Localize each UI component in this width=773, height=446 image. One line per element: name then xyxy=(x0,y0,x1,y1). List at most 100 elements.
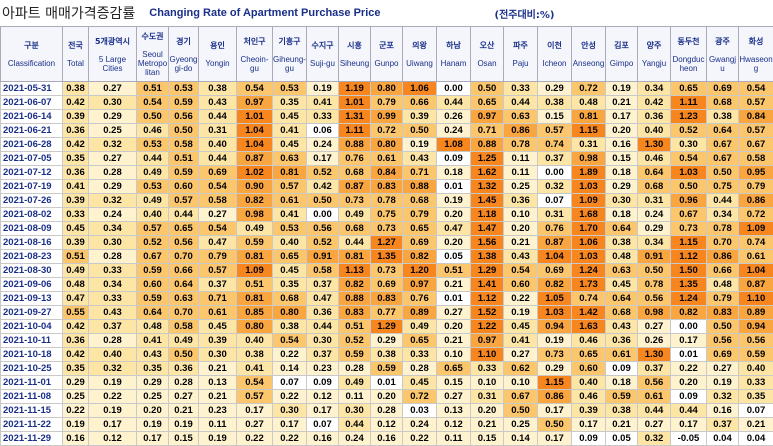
value-cell: 0.84 xyxy=(739,110,773,124)
header-english: Suji-gu xyxy=(307,59,338,68)
value-cell: 0.44 xyxy=(707,194,739,208)
value-cell: 0.45 xyxy=(63,222,89,236)
value-cell: 0.89 xyxy=(403,306,437,320)
value-cell: 1.42 xyxy=(572,306,606,320)
value-cell: 0.28 xyxy=(169,376,199,390)
value-cell: -0.05 xyxy=(671,432,707,446)
value-cell: 0.68 xyxy=(606,306,638,320)
value-cell: 0.54 xyxy=(273,334,307,348)
value-cell: 0.18 xyxy=(606,208,638,222)
value-cell: 0.37 xyxy=(707,418,739,432)
header-korean: 전국 xyxy=(63,40,88,51)
value-cell: 1.01 xyxy=(237,110,273,124)
value-cell: 0.20 xyxy=(504,222,538,236)
value-cell: 1.12 xyxy=(471,292,504,306)
value-cell: 0.73 xyxy=(339,194,371,208)
value-cell: 0.48 xyxy=(572,96,606,110)
value-cell: 0.46 xyxy=(638,152,671,166)
value-cell: 0.21 xyxy=(471,418,504,432)
value-cell: 0.53 xyxy=(273,222,307,236)
value-cell: 0.22 xyxy=(273,348,307,362)
value-cell: 0.46 xyxy=(572,390,606,404)
value-cell: 0.97 xyxy=(403,278,437,292)
value-cell: 0.51 xyxy=(339,320,371,334)
value-cell: 0.21 xyxy=(199,390,237,404)
header-korean: 용인 xyxy=(199,40,236,51)
value-cell: 0.32 xyxy=(89,362,137,376)
value-cell: 0.63 xyxy=(504,110,538,124)
date-cell: 2021-08-16 xyxy=(1,236,63,250)
value-cell: 0.37 xyxy=(638,362,671,376)
value-cell: 0.31 xyxy=(572,138,606,152)
unit-note: (전주대비:%) xyxy=(495,6,555,21)
value-cell: 1.30 xyxy=(638,138,671,152)
value-cell: 0.19 xyxy=(89,376,137,390)
value-cell: 0.43 xyxy=(403,152,437,166)
value-cell: 0.75 xyxy=(371,208,403,222)
value-cell: 0.09 xyxy=(572,432,606,446)
value-cell: 0.66 xyxy=(169,264,199,278)
value-cell: 0.83 xyxy=(339,306,371,320)
value-cell: 0.84 xyxy=(371,166,403,180)
value-cell: 0.54 xyxy=(199,222,237,236)
header-korean: 안성 xyxy=(572,40,605,51)
value-cell: 0.69 xyxy=(403,236,437,250)
header-english: Gimpo xyxy=(606,59,637,68)
value-cell: 0.32 xyxy=(638,432,671,446)
value-cell: 0.82 xyxy=(237,194,273,208)
date-cell: 2021-11-08 xyxy=(1,390,63,404)
value-cell: 1.73 xyxy=(572,278,606,292)
date-cell: 2021-09-13 xyxy=(1,292,63,306)
value-cell: 0.17 xyxy=(572,418,606,432)
value-cell: 1.15 xyxy=(572,124,606,138)
value-cell: 1.01 xyxy=(339,96,371,110)
value-cell: 0.40 xyxy=(199,138,237,152)
value-cell: 0.25 xyxy=(63,390,89,404)
value-cell: 0.57 xyxy=(739,96,773,110)
value-cell: 1.04 xyxy=(739,264,773,278)
value-cell: 1.56 xyxy=(471,236,504,250)
value-cell: 0.70 xyxy=(169,306,199,320)
value-cell: 1.30 xyxy=(638,348,671,362)
value-cell: 0.64 xyxy=(137,306,169,320)
value-cell: 0.38 xyxy=(606,236,638,250)
value-cell: 0.80 xyxy=(371,82,403,96)
value-cell: 0.50 xyxy=(169,348,199,362)
value-cell: 0.86 xyxy=(538,390,572,404)
value-cell: 0.65 xyxy=(403,334,437,348)
value-cell: 0.24 xyxy=(403,418,437,432)
value-cell: 0.81 xyxy=(339,250,371,264)
value-cell: 0.23 xyxy=(199,404,237,418)
value-cell: 0.68 xyxy=(339,166,371,180)
value-cell: 0.19 xyxy=(437,194,471,208)
value-cell: 0.49 xyxy=(63,264,89,278)
value-cell: 0.05 xyxy=(606,432,638,446)
value-cell: 0.09 xyxy=(307,376,339,390)
value-cell: 1.03 xyxy=(671,166,707,180)
value-cell: 0.63 xyxy=(606,264,638,278)
value-cell: 0.21 xyxy=(199,362,237,376)
date-cell: 2021-06-28 xyxy=(1,138,63,152)
value-cell: 0.38 xyxy=(606,404,638,418)
title-korean: 아파트 매매가격증감률 xyxy=(2,3,135,23)
value-cell: 0.14 xyxy=(504,432,538,446)
value-cell: 0.53 xyxy=(137,138,169,152)
header-english: Hanam xyxy=(437,59,470,68)
value-cell: 0.29 xyxy=(63,376,89,390)
value-cell: 0.18 xyxy=(606,376,638,390)
value-cell: 1.04 xyxy=(237,124,273,138)
value-cell: 0.45 xyxy=(504,320,538,334)
value-cell: 0.38 xyxy=(237,348,273,362)
value-cell: 1.89 xyxy=(572,166,606,180)
value-cell: 0.81 xyxy=(237,250,273,264)
value-cell: 0.33 xyxy=(307,110,339,124)
date-cell: 2021-11-29 xyxy=(1,432,63,446)
value-cell: 0.17 xyxy=(671,418,707,432)
